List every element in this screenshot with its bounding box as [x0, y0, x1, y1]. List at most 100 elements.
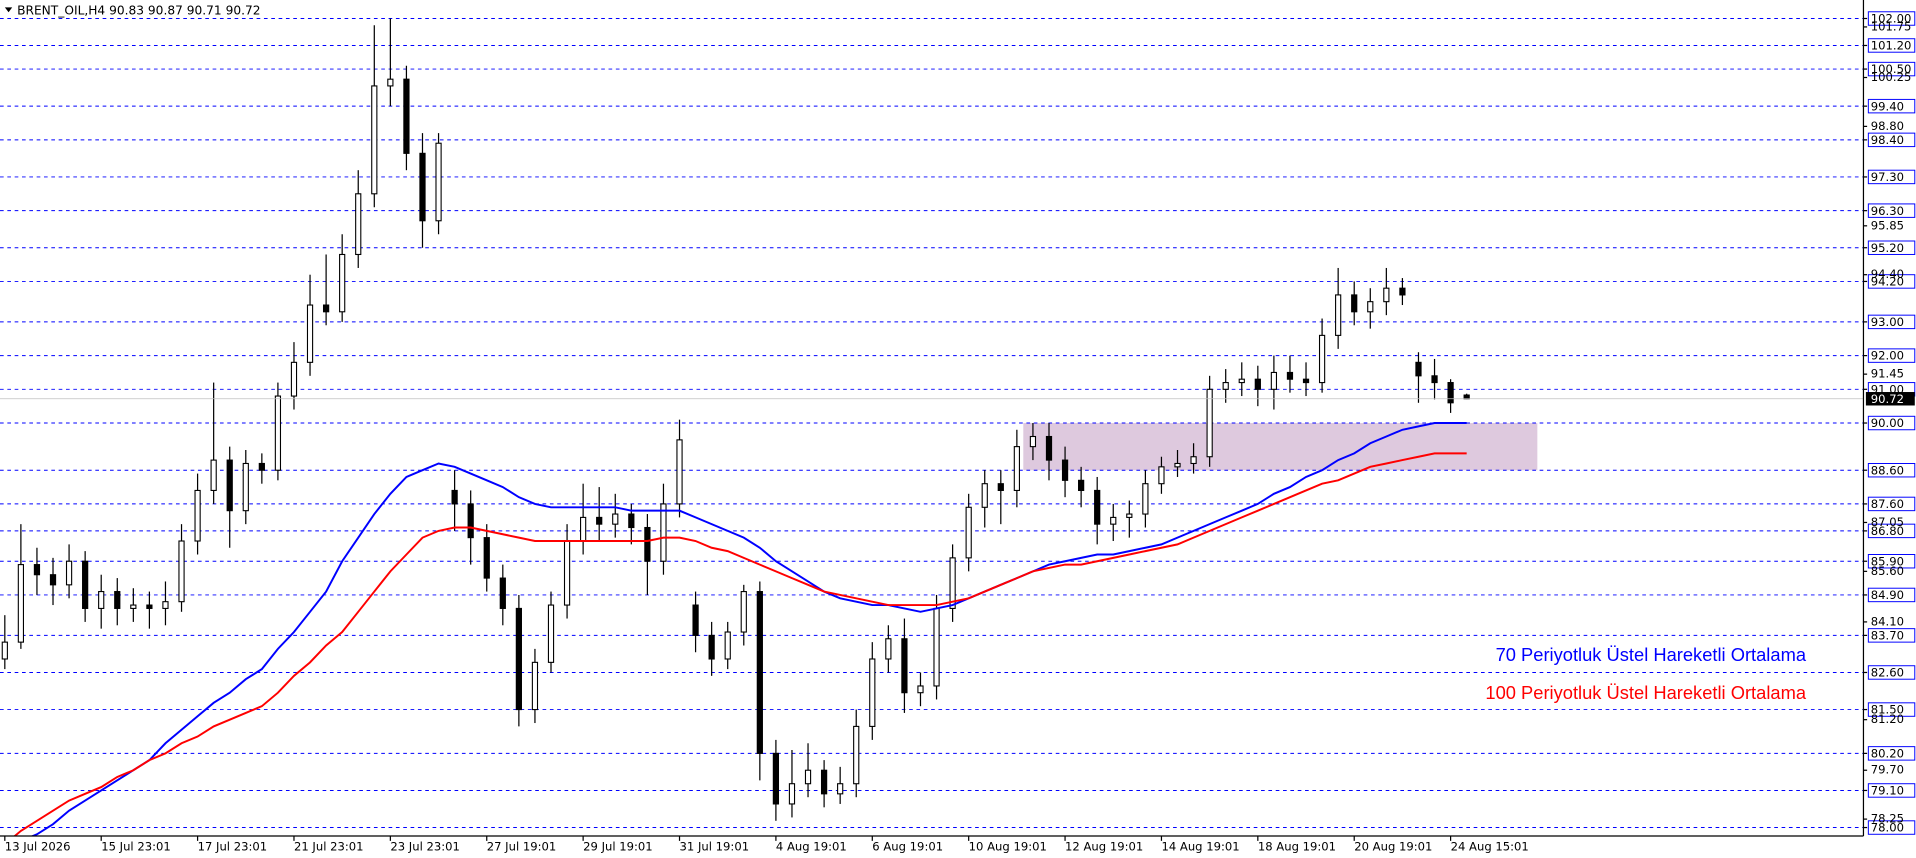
- y-tick-label: 79.70: [1871, 763, 1904, 777]
- x-tick-label: 6 Aug 19:01: [872, 839, 943, 853]
- level-label-box: [1867, 702, 1916, 717]
- x-tick-label: 18 Aug 19:01: [1258, 839, 1336, 853]
- candle-body: [1254, 378, 1261, 390]
- candle-body: [547, 604, 555, 663]
- candle-body: [387, 78, 394, 87]
- candle-body: [1126, 513, 1133, 518]
- y-tick-label: 91.45: [1871, 367, 1904, 381]
- level-label: 88.60: [1871, 463, 1904, 477]
- candle-body: [1270, 371, 1278, 390]
- candle-body: [130, 604, 137, 609]
- level-label-box: [1867, 38, 1916, 53]
- level-label: 85.90: [1871, 554, 1904, 568]
- candle-body: [242, 462, 249, 512]
- menu-arrow[interactable]: [4, 7, 13, 13]
- candle-body: [483, 537, 490, 579]
- candle-body: [1415, 361, 1422, 377]
- candle-body: [1367, 301, 1374, 313]
- ema-line: [13, 452, 1467, 836]
- x-tick-label: 29 Jul 19:01: [583, 839, 653, 853]
- candle-body: [1142, 483, 1149, 515]
- candle-body: [869, 658, 876, 727]
- x-tick-label: 20 Aug 19:01: [1354, 839, 1432, 853]
- y-tick-label: 100.25: [1871, 70, 1912, 84]
- candle-body: [226, 459, 233, 512]
- candle-body: [49, 574, 57, 586]
- level-label: 99.40: [1871, 99, 1904, 113]
- candle-body: [804, 769, 812, 785]
- level-label-box: [1867, 783, 1916, 798]
- candle-body: [403, 78, 410, 154]
- candle-body: [274, 395, 282, 471]
- candle-body: [1206, 388, 1213, 458]
- level-label-box: [1867, 274, 1916, 289]
- level-label: 86.80: [1871, 524, 1904, 538]
- level-label-box: [1867, 496, 1916, 512]
- level-label-box: [1867, 132, 1916, 148]
- level-label: 80.20: [1871, 746, 1904, 760]
- level-label: 102.00: [1871, 12, 1912, 26]
- y-tick-label: 95.85: [1871, 218, 1904, 232]
- candle-body: [17, 564, 24, 643]
- candle-body: [885, 638, 892, 660]
- candle-body: [435, 142, 442, 222]
- candle-body: [1335, 294, 1342, 336]
- level-label-box: [1867, 61, 1916, 77]
- y-tick-label: 94.40: [1871, 267, 1904, 281]
- x-tick-label: 15 Jul 23:01: [101, 839, 171, 853]
- level-label: 90.00: [1871, 416, 1904, 430]
- level-label: 96.30: [1871, 204, 1904, 218]
- x-tick-label: 21 Jul 23:01: [294, 839, 364, 853]
- level-label-box: [1867, 203, 1916, 218]
- y-tick-label: 101.75: [1871, 19, 1912, 33]
- candle-body: [1351, 294, 1358, 313]
- chart-title: BRENT_OIL,H4 90.83 90.87 90.71 90.72: [17, 4, 260, 18]
- level-label: 78.00: [1871, 821, 1904, 835]
- candle-body: [788, 783, 796, 805]
- y-tick-label: 85.60: [1871, 564, 1904, 578]
- candle-body: [339, 253, 346, 313]
- last-price-box: [1865, 392, 1915, 406]
- candle-body: [1190, 456, 1197, 465]
- level-label-box: [1867, 554, 1916, 569]
- level-label-box: [1867, 462, 1916, 478]
- candle-body: [1463, 394, 1470, 400]
- candle-body: [949, 557, 956, 609]
- level-label: 95.20: [1871, 241, 1904, 255]
- x-tick-label: 27 Jul 19:01: [487, 839, 557, 853]
- candle-body: [162, 601, 169, 609]
- candle-body: [1045, 435, 1053, 461]
- candle-body: [1399, 287, 1406, 296]
- candle-body: [724, 631, 731, 660]
- candle-body: [178, 540, 185, 603]
- candle-body: [1222, 382, 1229, 390]
- candle-body: [1174, 462, 1181, 468]
- level-label-box: [1867, 665, 1916, 680]
- level-label: 97.30: [1871, 170, 1904, 184]
- candle-body: [419, 152, 426, 222]
- level-label: 101.20: [1871, 39, 1912, 53]
- candle-body: [531, 661, 539, 711]
- level-label-box: [1867, 820, 1916, 835]
- candle-body: [853, 725, 860, 785]
- level-label: 82.60: [1871, 666, 1904, 680]
- candle-body: [917, 685, 924, 694]
- candle-body: [580, 516, 587, 542]
- y-tick-label: 98.80: [1871, 119, 1904, 133]
- candle-body: [660, 503, 667, 562]
- candle-body: [65, 560, 73, 586]
- candle-body: [114, 591, 121, 609]
- level-label: 79.10: [1871, 784, 1904, 798]
- candle-body: [1158, 466, 1165, 485]
- level-label: 92.00: [1871, 349, 1904, 363]
- x-tick-label: 4 Aug 19:01: [776, 839, 847, 853]
- level-label-box: [1867, 628, 1916, 643]
- candle-body: [1238, 378, 1245, 384]
- x-tick-label: 31 Jul 19:01: [680, 839, 750, 853]
- ema-line: [30, 422, 1467, 836]
- plot-area: [0, 18, 1864, 836]
- level-label-box: [1867, 746, 1916, 761]
- candle-body: [1078, 479, 1085, 491]
- candle-body: [1447, 382, 1454, 404]
